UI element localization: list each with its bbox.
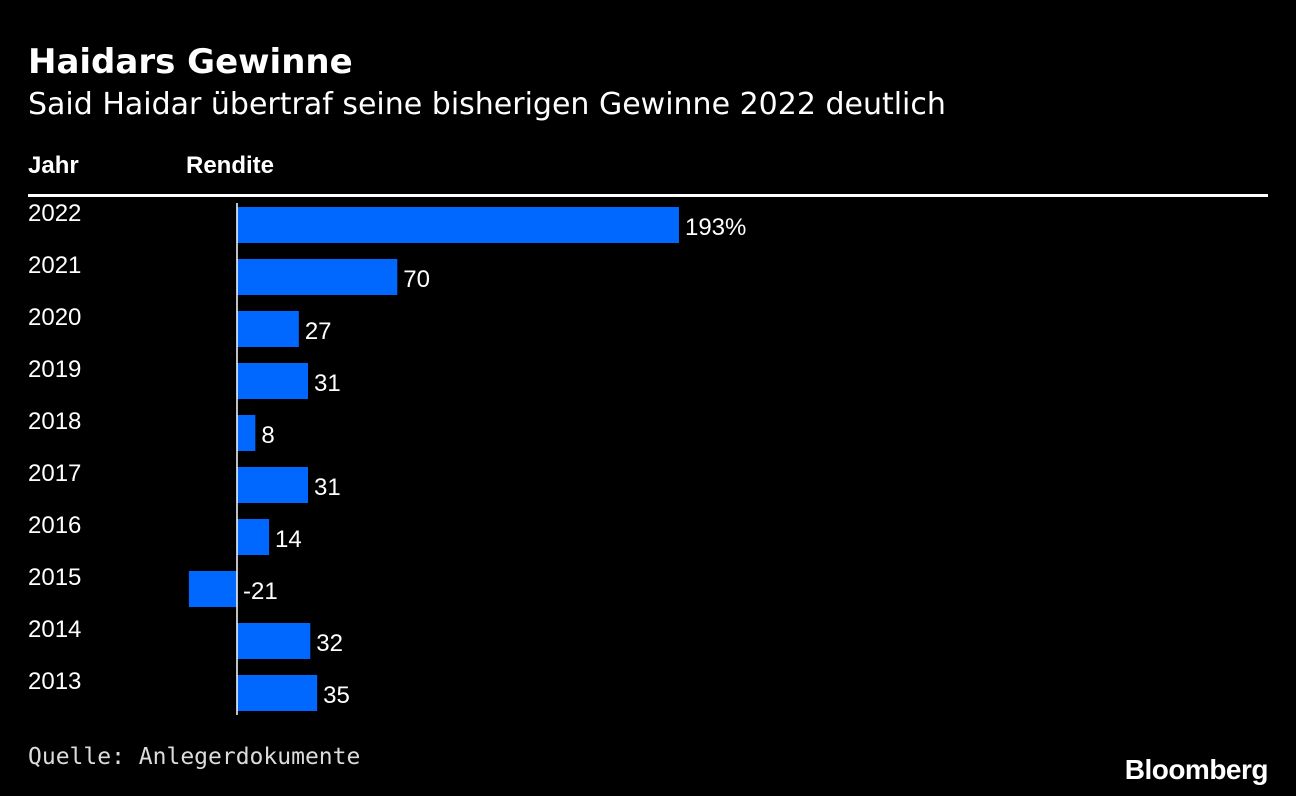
bar [237, 363, 308, 399]
year-label: 2017 [28, 460, 81, 487]
year-label: 2021 [28, 252, 81, 279]
value-label: 31 [314, 474, 341, 501]
value-label: 193% [685, 214, 746, 241]
bar [237, 467, 308, 503]
year-label: 2013 [28, 668, 81, 695]
value-label: 27 [305, 318, 332, 345]
value-label: 35 [323, 682, 350, 709]
year-label: 2020 [28, 304, 81, 331]
bar [237, 259, 398, 295]
chart-title: Haidars Gewinne [28, 42, 353, 82]
value-label: 31 [314, 370, 341, 397]
value-label: 8 [261, 422, 274, 449]
bar [237, 415, 256, 451]
bar [237, 519, 270, 555]
year-label: 2015 [28, 564, 81, 591]
column-header-return: Rendite [186, 152, 275, 179]
year-label: 2022 [28, 200, 81, 227]
value-label: 32 [316, 630, 343, 657]
bar [188, 571, 237, 607]
bar [237, 311, 299, 347]
source-note: Quelle: Anlegerdokumente [28, 744, 361, 770]
year-label: 2016 [28, 512, 81, 539]
value-label: 14 [275, 526, 302, 553]
year-label: 2014 [28, 616, 81, 643]
bar [237, 675, 318, 711]
bar [237, 623, 311, 659]
column-header-year: Jahr [28, 152, 79, 179]
value-label: 70 [403, 266, 430, 293]
bloomberg-logo: Bloomberg [1124, 754, 1269, 785]
value-label: -21 [243, 578, 278, 605]
chart-subtitle: Said Haidar übertraf seine bisherigen Ge… [28, 87, 946, 122]
year-label: 2018 [28, 408, 81, 435]
bar [237, 207, 679, 243]
year-label: 2019 [28, 356, 81, 383]
header-rule [28, 194, 1268, 197]
